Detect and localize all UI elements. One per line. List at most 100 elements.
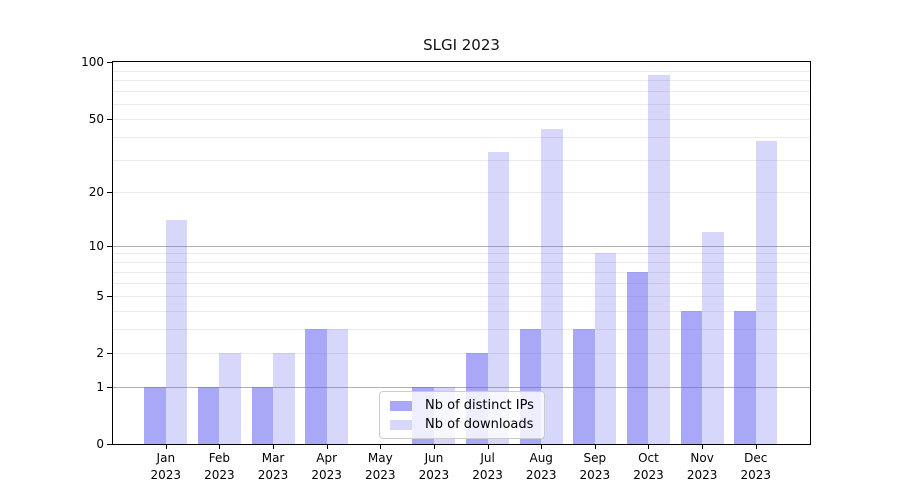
x-tick-month: Jan: [156, 451, 176, 465]
x-tick-label: Oct 2023: [608, 450, 688, 484]
legend-label: Nb of downloads: [425, 417, 534, 432]
x-tick-label: Feb 2023: [179, 450, 259, 484]
y-tick-mark: [107, 387, 113, 388]
x-tick-month: Jul: [480, 451, 495, 465]
x-tick-year: 2023: [579, 468, 611, 482]
x-tick-year: 2023: [686, 468, 718, 482]
x-tick-mark: [380, 444, 382, 449]
minor-gridline: [113, 80, 810, 81]
x-tick-month: Mar: [261, 451, 285, 465]
bar-downloads: [755, 140, 778, 444]
x-tick-mark: [755, 444, 757, 449]
x-tick-year: 2023: [365, 468, 396, 482]
minor-gridline: [113, 160, 810, 161]
x-tick-mark: [648, 444, 650, 449]
x-tick-year: 2023: [740, 468, 771, 482]
bar-distinct-ips: [251, 386, 274, 444]
bar-distinct-ips: [197, 386, 220, 444]
y-tick-mark: [107, 192, 113, 193]
x-tick-mark: [702, 444, 704, 449]
x-tick-year: 2023: [257, 468, 289, 482]
bar-downloads: [648, 75, 670, 444]
minor-gridline: [113, 192, 810, 193]
x-tick-month: Aug: [529, 451, 553, 465]
legend-swatch-distinct-ips: [390, 400, 412, 411]
x-tick-year: 2023: [633, 468, 664, 482]
bar-distinct-ips: [573, 329, 595, 444]
plot-area: [112, 61, 811, 445]
minor-gridline: [113, 329, 810, 330]
x-tick-month: May: [367, 451, 393, 465]
bar-distinct-ips: [305, 329, 327, 444]
x-tick-mark: [326, 444, 328, 449]
x-tick-label: Sep 2023: [555, 450, 635, 484]
y-tick-label: 10: [88, 239, 104, 253]
x-tick-year: 2023: [204, 468, 235, 482]
legend: Nb of distinct IPs Nb of downloads: [379, 391, 545, 439]
minor-gridline: [113, 296, 810, 297]
legend-row: Nb of downloads: [390, 417, 534, 432]
minor-gridline: [113, 311, 810, 312]
bar-distinct-ips: [626, 271, 649, 444]
y-tick-mark: [107, 62, 113, 63]
minor-gridline: [113, 137, 810, 138]
x-tick-mark: [165, 444, 167, 449]
x-tick-label: Nov 2023: [662, 450, 742, 484]
minor-gridline: [113, 262, 810, 263]
x-tick-label: Jan 2023: [126, 450, 206, 484]
y-tick-label: 20: [88, 185, 104, 199]
bar-downloads: [541, 128, 563, 444]
bar-downloads: [326, 329, 349, 444]
x-tick-mark: [219, 444, 221, 449]
x-tick-year: 2023: [472, 468, 503, 482]
legend-swatch-downloads: [390, 419, 412, 430]
bar-distinct-ips: [734, 310, 756, 444]
x-tick-month: Apr: [316, 451, 338, 465]
x-tick-mark: [487, 444, 489, 449]
minor-gridline: [113, 104, 810, 105]
x-tick-year: 2023: [311, 468, 342, 482]
minor-gridline: [113, 272, 810, 273]
x-tick-label: Jun 2023: [394, 450, 474, 484]
minor-gridline: [113, 91, 810, 92]
bar-downloads: [219, 353, 241, 444]
major-gridline: [113, 246, 810, 247]
y-tick-mark: [107, 119, 113, 120]
y-tick-label: 50: [88, 112, 104, 126]
x-tick-year: 2023: [150, 468, 182, 482]
minor-gridline: [113, 353, 810, 354]
y-tick-label: 0: [96, 437, 104, 451]
legend-label: Nb of distinct IPs: [425, 398, 534, 413]
y-tick-mark: [107, 444, 113, 445]
y-tick-mark: [107, 296, 113, 297]
x-tick-month: Feb: [208, 451, 231, 465]
x-tick-mark: [541, 444, 543, 449]
x-tick-month: Nov: [690, 451, 714, 465]
x-tick-year: 2023: [418, 468, 450, 482]
y-tick-label: 1: [96, 380, 104, 394]
x-tick-label: Dec 2023: [716, 450, 796, 484]
bar-distinct-ips: [144, 386, 166, 444]
x-tick-year: 2023: [525, 468, 557, 482]
x-tick-label: Jul 2023: [448, 450, 528, 484]
y-tick-mark: [107, 246, 113, 247]
major-gridline: [113, 387, 810, 388]
x-tick-label: Aug 2023: [501, 450, 581, 484]
y-tick-label: 5: [96, 289, 104, 303]
bar-downloads: [165, 219, 188, 444]
bar-downloads: [702, 231, 724, 444]
bar-downloads: [273, 353, 295, 444]
y-tick-label: 2: [96, 346, 104, 360]
chart-title: SLGI 2023: [423, 36, 500, 54]
x-tick-label: Apr 2023: [287, 450, 367, 484]
y-tick-label: 100: [81, 55, 104, 69]
x-tick-month: Oct: [638, 451, 659, 465]
x-tick-label: May 2023: [340, 450, 420, 484]
bar-downloads: [487, 152, 510, 444]
x-tick-month: Dec: [744, 451, 768, 465]
x-tick-mark: [273, 444, 275, 449]
bar-distinct-ips: [680, 310, 703, 444]
y-tick-mark: [107, 353, 113, 354]
minor-gridline: [113, 71, 810, 72]
